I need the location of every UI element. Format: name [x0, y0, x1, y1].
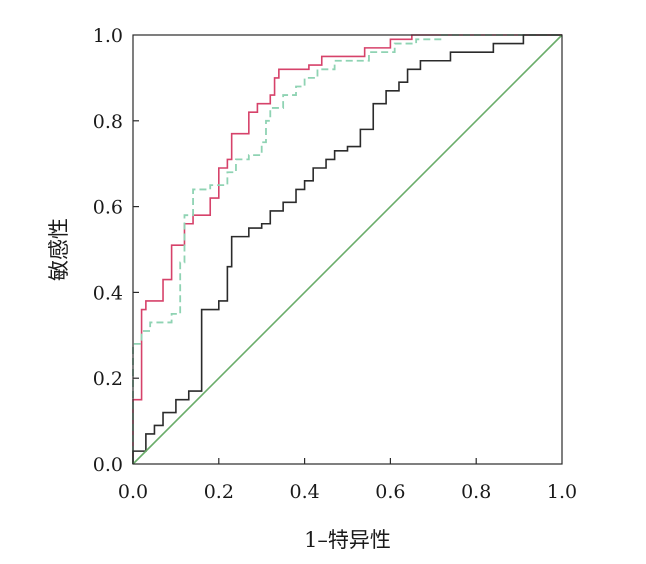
y-tick-label: 0.0: [93, 454, 123, 476]
y-tick-label: 1.0: [93, 25, 123, 47]
x-tick-label: 0.8: [461, 481, 491, 503]
x-axis-title: 1–特异性: [304, 528, 391, 552]
y-axis-ticks: 0.0 0.2 0.4 0.6 0.8 1.0: [93, 25, 139, 476]
y-tick-label: 0.6: [93, 197, 123, 219]
series-line-4: [132, 34, 563, 465]
y-tick-label: 0.8: [93, 111, 123, 133]
plot-frame: [132, 34, 563, 465]
x-tick-label: 1.0: [547, 481, 577, 503]
series-line-1: [132, 34, 562, 464]
x-axis-ticks: 0.0 0.2 0.4 0.6 0.8 1.0: [118, 458, 577, 503]
y-axis-title: 敏感性: [47, 218, 71, 281]
x-tick-label: 0.0: [118, 481, 148, 503]
x-tick-label: 0.2: [204, 481, 234, 503]
x-tick-label: 0.4: [289, 481, 319, 503]
series-line-2: [132, 34, 562, 464]
series-line-3: [132, 34, 562, 464]
plot-area: [132, 34, 563, 465]
x-tick-label: 0.6: [375, 481, 405, 503]
y-tick-label: 0.2: [93, 368, 123, 390]
y-tick-label: 0.4: [93, 282, 123, 304]
